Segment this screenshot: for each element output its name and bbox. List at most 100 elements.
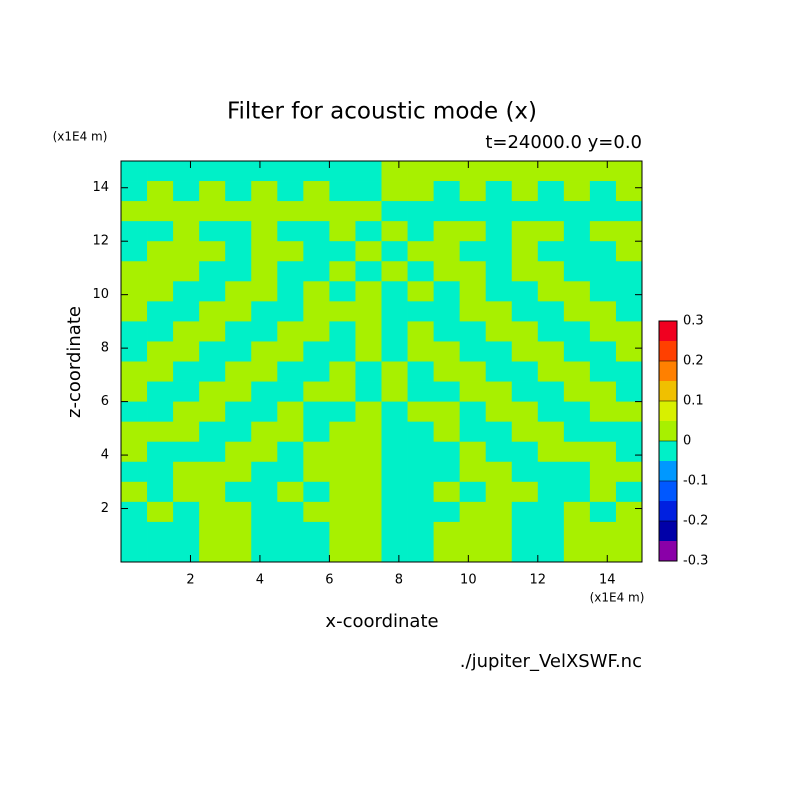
contour-cell (537, 501, 565, 523)
contour-cell (355, 521, 382, 543)
contour-cell (277, 541, 304, 563)
contour-cell (485, 261, 513, 282)
contour-cell (147, 541, 174, 563)
contour-cell (433, 161, 461, 182)
contour-cell (589, 321, 617, 342)
contour-cell (121, 481, 148, 503)
contour-cell (433, 241, 461, 262)
contour-cell (459, 421, 487, 443)
contour-cell (407, 181, 434, 202)
contour-cell (485, 481, 513, 503)
contour-cell (147, 281, 174, 302)
contour-cell (485, 361, 513, 382)
y-tick-label: 14 (92, 180, 109, 195)
contour-cell (615, 521, 643, 543)
colorbar-segment (659, 421, 677, 441)
contour-cell (251, 441, 278, 463)
x-tick-label: 8 (395, 573, 403, 588)
contour-cell (537, 161, 565, 182)
x-tick-label: 14 (599, 573, 616, 588)
contour-cell (381, 401, 408, 423)
colorbar-segment (659, 461, 677, 481)
contour-cell (459, 241, 487, 262)
contour-cell (225, 381, 252, 402)
contour-cell (407, 341, 434, 362)
contour-cell (303, 201, 330, 222)
contour-cell (277, 341, 304, 362)
contour-cell (329, 161, 356, 182)
contour-cell (147, 421, 174, 443)
contour-cell (173, 301, 200, 322)
contour-cell (537, 281, 565, 302)
contour-cell (355, 481, 382, 503)
contour-cell (589, 441, 617, 463)
contour-cell (433, 401, 461, 423)
contour-cell (277, 301, 304, 322)
contour-cell (589, 341, 617, 362)
contour-cell (511, 461, 539, 483)
contour-cell (459, 461, 487, 483)
contour-cell (173, 421, 200, 443)
contour-cell (355, 501, 382, 523)
colorbar-segment (659, 381, 677, 401)
contour-field (121, 161, 643, 563)
contour-cell (615, 341, 643, 362)
contour-cell (355, 221, 382, 242)
contour-cell (381, 361, 408, 382)
contour-cell (225, 541, 252, 563)
contour-cell (173, 501, 200, 523)
contour-cell (173, 261, 200, 282)
contour-cell (173, 281, 200, 302)
x-tick-label: 12 (530, 573, 547, 588)
contour-cell (121, 261, 148, 282)
contour-cell (459, 261, 487, 282)
contour-cell (589, 461, 617, 483)
x-tick-label: 10 (460, 573, 477, 588)
contour-cell (173, 381, 200, 402)
contour-cell (303, 261, 330, 282)
contour-cell (511, 181, 539, 202)
contour-cell (329, 381, 356, 402)
contour-cell (537, 341, 565, 362)
contour-cell (251, 261, 278, 282)
contour-cell (563, 301, 591, 322)
contour-cell (329, 501, 356, 523)
contour-cell (251, 521, 278, 543)
contour-cell (251, 221, 278, 242)
contour-cell (433, 421, 461, 443)
contour-cell (277, 481, 304, 503)
contour-cell (615, 281, 643, 302)
contour-cell (433, 181, 461, 202)
contour-cell (511, 201, 539, 222)
contour-cell (173, 201, 200, 222)
contour-cell (329, 301, 356, 322)
contour-cell (511, 401, 539, 423)
contour-cell (381, 441, 408, 463)
contour-cell (485, 301, 513, 322)
x-tick-label: 4 (256, 573, 264, 588)
contour-cell (537, 521, 565, 543)
contour-cell (615, 321, 643, 342)
contour-cell (615, 241, 643, 262)
contour-cell (225, 281, 252, 302)
contour-cell (381, 541, 408, 563)
contour-cell (173, 541, 200, 563)
contour-cell (563, 521, 591, 543)
contour-cell (355, 161, 382, 182)
contour-cell (277, 181, 304, 202)
contour-cell (225, 341, 252, 362)
contour-cell (225, 441, 252, 463)
contour-cell (459, 201, 487, 222)
contour-cell (589, 421, 617, 443)
contour-cell (511, 221, 539, 242)
contour-cell (303, 441, 330, 463)
colorbar-tick-label: 0 (683, 434, 691, 449)
contour-cell (121, 341, 148, 362)
contour-cell (147, 181, 174, 202)
contour-cell (355, 181, 382, 202)
contour-cell (381, 281, 408, 302)
contour-cell (459, 221, 487, 242)
contour-cell (147, 481, 174, 503)
contour-cell (485, 241, 513, 262)
